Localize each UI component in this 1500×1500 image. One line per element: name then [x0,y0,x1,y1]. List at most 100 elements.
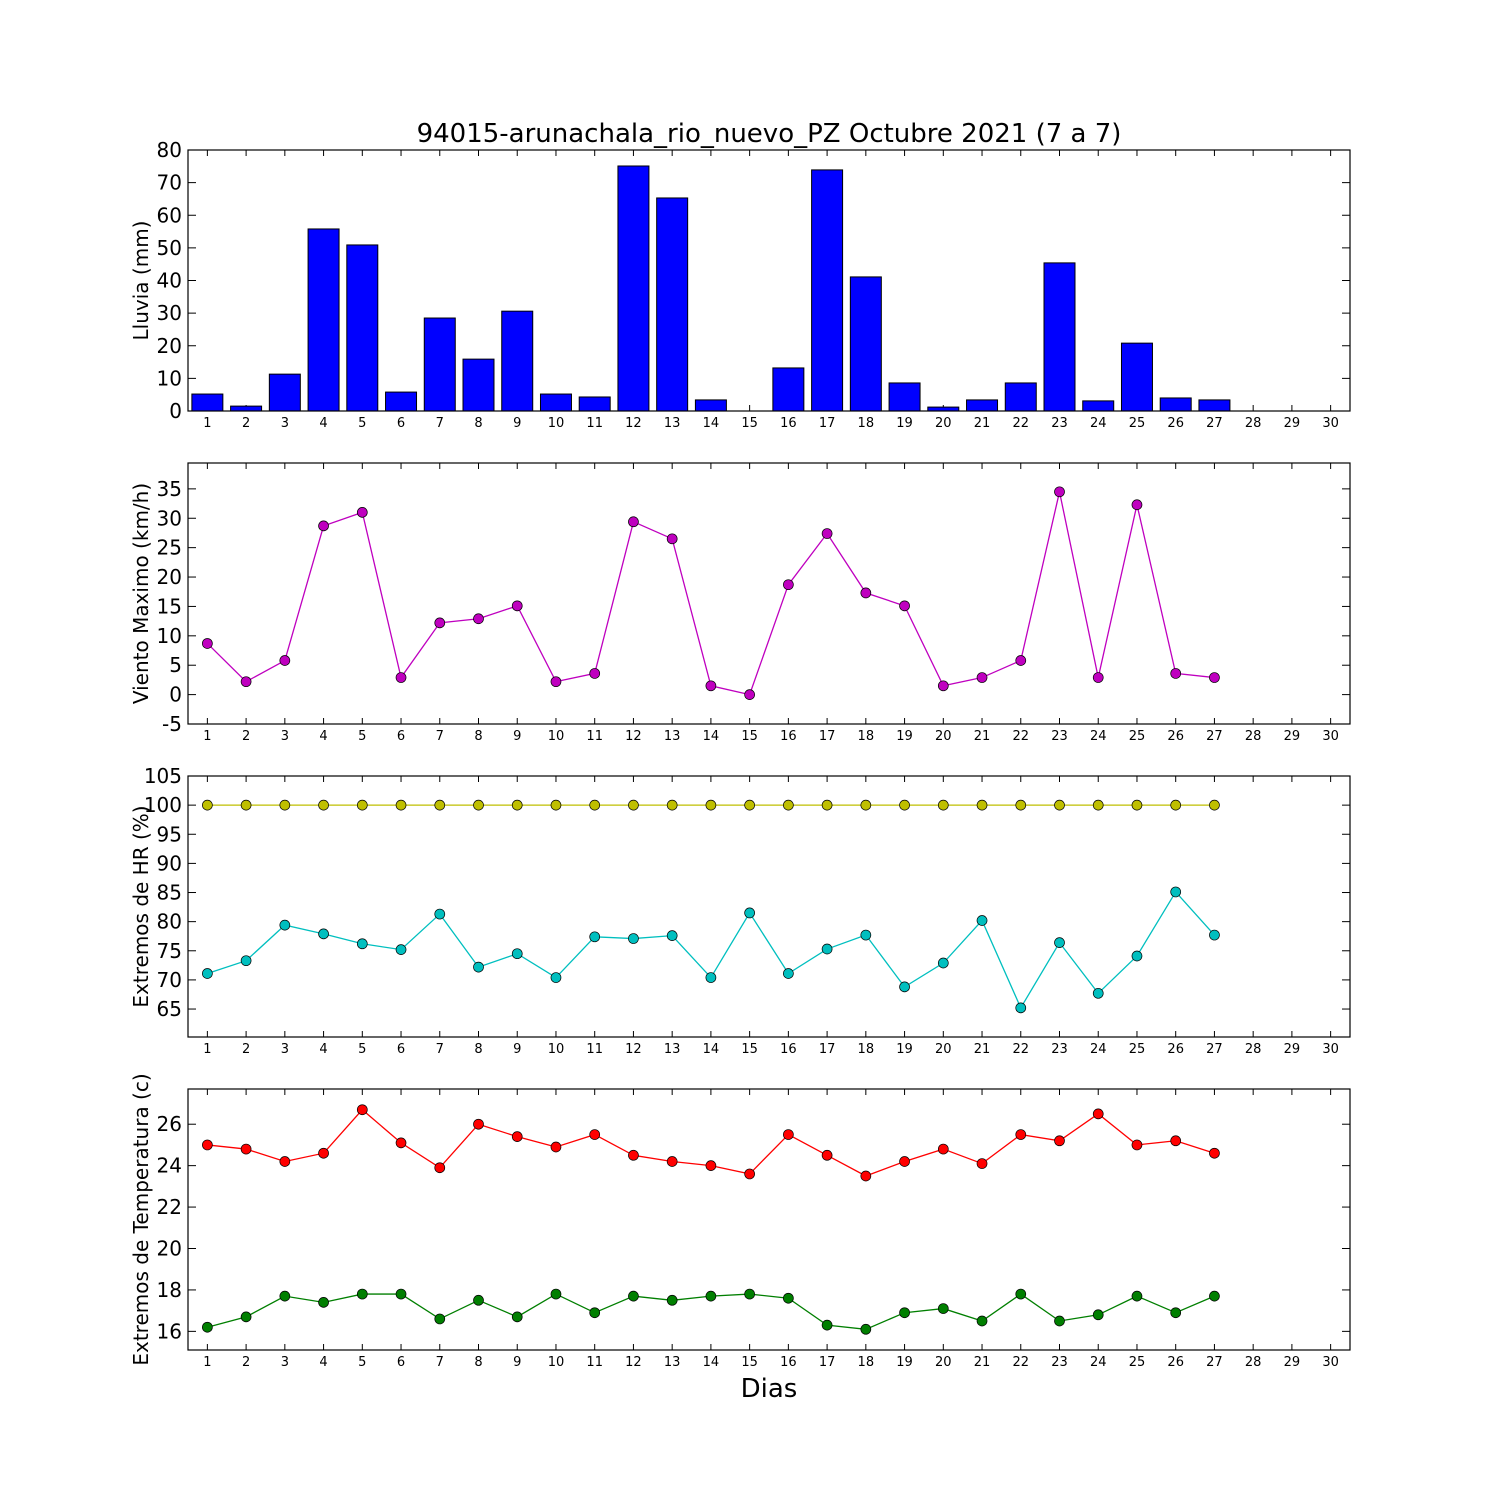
x-tick-label: 16 [780,729,797,744]
point [395,944,407,955]
point [318,1297,329,1308]
x-tick-label: 7 [436,729,444,744]
x-tick-label: 12 [625,416,642,431]
x-tick-label: 5 [358,1355,366,1370]
point [473,799,484,811]
y-tick-label: 50 [157,236,182,260]
point [628,799,639,811]
x-tick-label: 6 [397,729,405,744]
bar [1120,342,1153,412]
x-tick-label: 27 [1206,1355,1223,1370]
x-tick-label: 1 [203,1355,211,1370]
point [279,655,291,666]
y-tick-label: 60 [157,203,182,227]
point [821,799,833,811]
bar [307,228,340,412]
x-tick-label: 29 [1284,416,1301,431]
x-tick-label: 28 [1245,416,1262,431]
bar [385,391,418,412]
x-tick-label: 16 [780,416,797,431]
x-tick-label: 3 [281,729,289,744]
bar [423,317,456,412]
x-tick-label: 29 [1284,1355,1301,1370]
x-tick-label: 26 [1167,1355,1184,1370]
point [860,929,872,941]
x-tick-label: 25 [1129,1355,1146,1370]
x-tick-label: 15 [741,729,758,744]
x-tick-label: 3 [281,416,289,431]
x-tick-label: 19 [896,1355,913,1370]
point [318,520,329,532]
x-tick-label: 6 [397,1355,405,1370]
point [550,676,562,688]
point [976,799,988,811]
point [705,972,717,983]
point [899,981,910,993]
x-tick-label: 9 [513,729,521,744]
bar [966,399,999,412]
point [434,1313,446,1325]
point [202,638,213,649]
x-tick-label: 11 [586,1355,603,1370]
point [860,1323,872,1335]
x-tick-label: 14 [703,1042,720,1057]
point [1015,1002,1027,1014]
x-tick-label: 14 [703,1355,720,1370]
x-tick-label: 28 [1245,729,1262,744]
point [511,948,523,960]
point [976,1158,988,1169]
x-tick-label: 21 [974,1355,991,1370]
bar [772,367,805,412]
point [473,613,484,625]
x-tick-label: 24 [1090,1355,1107,1370]
point [279,799,291,811]
x-tick-label: 19 [896,1042,913,1057]
y-axis-label: Viento Maximo (km/h) [129,483,153,704]
point [1015,1129,1027,1140]
x-tick-label: 14 [703,729,720,744]
point [744,689,755,700]
y-tick-label: 0 [169,683,182,707]
x-tick-label: 17 [819,1355,836,1370]
point [705,1290,717,1302]
point [1054,937,1065,948]
x-tick-label: 7 [436,1355,444,1370]
x-tick-label: 17 [819,1042,836,1057]
x-axis-label: Dias [741,1374,798,1404]
point [628,516,639,528]
point [783,1292,794,1304]
y-tick-label: -5 [162,712,182,736]
x-tick-label: 25 [1129,1042,1146,1057]
bar [1159,397,1192,412]
point [1131,1290,1143,1302]
x-tick-label: 13 [664,1355,681,1370]
x-tick-label: 23 [1051,1355,1068,1370]
point [395,672,407,683]
x-tick-label: 15 [741,416,758,431]
x-tick-label: 16 [780,1042,797,1057]
point [1209,929,1220,941]
point [511,799,523,811]
point [821,943,833,955]
point [395,1288,407,1300]
y-tick-label: 70 [157,968,182,992]
x-tick-label: 9 [513,416,521,431]
x-tick-label: 22 [1012,1355,1029,1370]
point [666,533,678,545]
point [318,799,329,811]
point [240,955,252,967]
point [1170,799,1182,811]
y-tick-label: 105 [144,764,182,788]
bar [230,405,263,412]
point [550,1288,562,1300]
point [1015,799,1027,811]
x-tick-label: 1 [203,729,211,744]
bar [849,276,882,412]
axes-frame [187,775,1351,1038]
x-tick-label: 5 [358,1042,366,1057]
point [511,600,523,612]
bar [811,169,844,412]
x-tick-label: 18 [858,416,875,431]
y-axis-label: Extremos de Temperatura (c) [129,1073,153,1365]
